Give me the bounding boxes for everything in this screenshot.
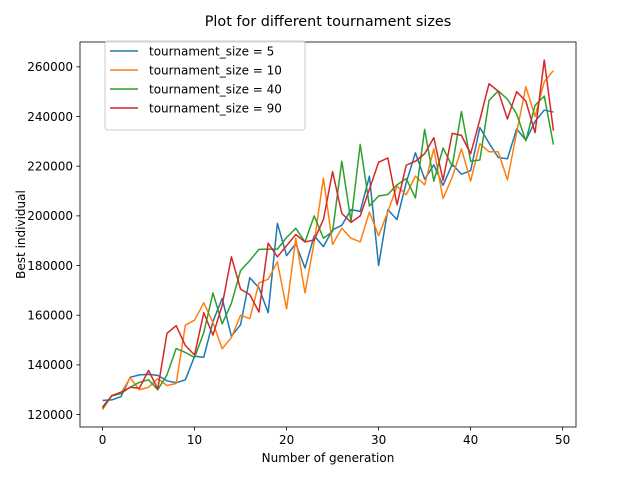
y-axis-label: Best individual (14, 190, 28, 279)
y-tick-label: 200000 (27, 209, 73, 223)
x-tick-label: 0 (99, 433, 107, 447)
series-line-2 (101, 70, 555, 411)
x-tick-label: 20 (279, 433, 294, 447)
y-tick-label: 240000 (27, 110, 73, 124)
y-tick-label: 180000 (27, 259, 73, 273)
legend-label: tournament_size = 10 (149, 63, 282, 77)
y-tick-label: 220000 (27, 159, 73, 173)
y-axis-ticks: 120000 140000 160000 180000 200000 220000 2400… (27, 60, 80, 422)
y-tick-label: 260000 (27, 60, 73, 74)
series-line-1 (102, 109, 554, 402)
legend-label: tournament_size = 5 (149, 44, 274, 58)
legend-box (104, 40, 306, 131)
legend-label: tournament_size = 90 (149, 101, 282, 115)
x-tick-label: 50 (555, 433, 570, 447)
series-line-4 (101, 59, 555, 408)
y-tick-label: 160000 (27, 309, 73, 323)
x-tick-label: 40 (463, 433, 478, 447)
legend-label: tournament_size = 40 (149, 82, 282, 96)
chart-title: Plot for different tournament sizes (205, 14, 452, 30)
plot-frame (79, 41, 577, 428)
series-line-3 (101, 90, 555, 409)
plot-area (101, 59, 555, 411)
y-tick-label: 120000 (27, 408, 73, 422)
x-axis-label: Number of generation (262, 451, 395, 465)
y-tick-label: 140000 (27, 358, 73, 372)
legend: tournament_size = 5 tournament_size = 10 t… (104, 40, 306, 131)
x-axis-ticks: 0 10 20 30 40 50 (99, 427, 570, 447)
x-tick-label: 10 (187, 433, 202, 447)
x-tick-label: 30 (371, 433, 386, 447)
